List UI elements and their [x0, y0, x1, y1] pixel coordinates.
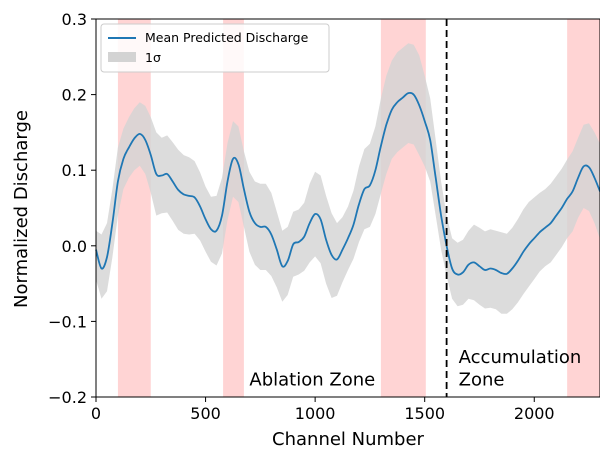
- zone-annotation: Accumulation: [459, 347, 582, 368]
- highlight-region: [117, 19, 151, 397]
- x-tick-label: 500: [190, 404, 221, 423]
- legend-box: [100, 23, 330, 73]
- plot-frame: [95, 18, 600, 398]
- zone-annotation: Zone: [459, 370, 505, 391]
- y-tick-label: −0.1: [48, 312, 87, 331]
- mean-discharge-line: [95, 91, 600, 276]
- x-tick-label: 1500: [404, 404, 445, 423]
- x-tick-label: 0: [91, 404, 101, 423]
- legend-label-sigma: 1σ: [145, 50, 161, 65]
- legend: Mean Predicted Discharge 1σ: [100, 23, 330, 73]
- zone-annotation: Ablation Zone: [249, 370, 375, 391]
- highlight-region: [223, 19, 244, 397]
- x-tick-label: 1000: [295, 404, 336, 423]
- x-axis: 0 500 1000 1500 2000: [91, 397, 555, 423]
- y-axis-label: Normalized Discharge: [11, 110, 32, 308]
- y-tick-label: −0.2: [48, 388, 87, 407]
- y-tick-label: 0.1: [62, 161, 87, 180]
- legend-band-swatch: [108, 52, 136, 62]
- y-tick-label: 0.2: [62, 86, 87, 105]
- x-axis-label: Channel Number: [272, 429, 425, 450]
- y-tick-label: 0.3: [62, 10, 87, 29]
- y-tick-label: 0.0: [62, 237, 87, 256]
- x-tick-label: 2000: [514, 404, 555, 423]
- y-axis: −0.2 −0.1 0.0 0.1 0.2 0.3: [48, 10, 96, 407]
- sigma-band: [96, 43, 600, 314]
- legend-label-mean: Mean Predicted Discharge: [145, 30, 309, 45]
